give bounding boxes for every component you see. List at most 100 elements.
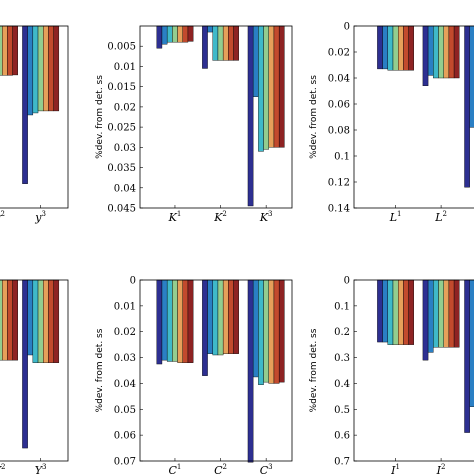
bar bbox=[387, 279, 394, 345]
bar bbox=[263, 25, 269, 150]
bar bbox=[377, 25, 383, 70]
bar bbox=[448, 279, 455, 348]
y-tick-label: 0.04 bbox=[114, 183, 136, 194]
y-tick-label: 0.02 bbox=[114, 327, 136, 338]
y-tick-label: 0.04 bbox=[114, 379, 136, 390]
bar bbox=[438, 25, 444, 79]
category-label: L2 bbox=[434, 210, 447, 224]
bar bbox=[166, 25, 173, 43]
bar bbox=[438, 279, 444, 348]
category-label-base: I bbox=[436, 464, 442, 474]
y-tick-label: 0.015 bbox=[107, 82, 136, 93]
bar bbox=[403, 279, 409, 345]
bar bbox=[247, 25, 254, 207]
bar bbox=[273, 279, 280, 384]
bar bbox=[212, 25, 219, 61]
bar bbox=[12, 25, 19, 76]
axes-frame bbox=[0, 25, 69, 209]
y-tick-label: 0.06 bbox=[114, 431, 136, 442]
category-label-sup: 1 bbox=[177, 210, 181, 218]
bar bbox=[427, 279, 434, 353]
bar bbox=[469, 25, 474, 128]
category-label-base: K bbox=[168, 211, 178, 224]
category-label-base: K bbox=[213, 211, 223, 224]
category-label: Y2 bbox=[0, 463, 5, 474]
bar bbox=[422, 279, 429, 361]
bar bbox=[0, 25, 3, 76]
bar bbox=[2, 279, 8, 361]
y-tick-label: 0.7 bbox=[334, 457, 350, 468]
category-label-sup: 2 bbox=[1, 463, 5, 471]
bar bbox=[53, 279, 60, 363]
bar bbox=[187, 279, 194, 363]
y-tick-label: 0.06 bbox=[328, 100, 350, 111]
category-label: C1 bbox=[169, 463, 182, 474]
y-tick-label: 0.025 bbox=[107, 123, 136, 134]
category-label: K1 bbox=[168, 210, 182, 224]
bar bbox=[156, 279, 163, 365]
panel-1: y2y3 bbox=[0, 25, 69, 224]
bar bbox=[252, 25, 259, 97]
bar bbox=[453, 279, 460, 348]
category-label-sup: 2 bbox=[443, 210, 447, 218]
y-axis-label: %dev. from det. ss bbox=[95, 328, 105, 412]
bar bbox=[222, 279, 229, 354]
bar bbox=[27, 279, 34, 356]
y-tick-label: 0.02 bbox=[114, 102, 136, 113]
category-label-base: L bbox=[434, 211, 442, 224]
bar bbox=[258, 279, 264, 385]
y-tick-label: 0.005 bbox=[107, 42, 136, 53]
axes-frame bbox=[139, 279, 293, 462]
bar bbox=[464, 279, 470, 433]
bar bbox=[408, 25, 415, 71]
y-tick-label: 0.03 bbox=[114, 353, 136, 364]
bar bbox=[278, 25, 285, 148]
category-label-sup: 3 bbox=[268, 210, 272, 218]
category-label-sup: 3 bbox=[42, 210, 46, 218]
bar bbox=[48, 25, 54, 112]
bar bbox=[278, 279, 285, 383]
bar bbox=[32, 279, 39, 363]
y-tick-label: 0.03 bbox=[114, 143, 136, 154]
y-tick-label: 0.08 bbox=[328, 126, 350, 137]
category-label-sup: 3 bbox=[42, 463, 46, 471]
bar bbox=[217, 25, 224, 61]
y-axis-label: %dev. from det. ss bbox=[309, 75, 319, 159]
bar bbox=[228, 279, 234, 354]
y-axis-label: %dev. from det. ss bbox=[95, 75, 105, 159]
category-label-sup: 3 bbox=[268, 463, 272, 471]
category-label: K2 bbox=[213, 210, 227, 224]
y-tick-label: 0.12 bbox=[328, 178, 350, 189]
y-tick-label: 0 bbox=[344, 276, 350, 287]
category-label-sup: 1 bbox=[397, 210, 401, 218]
y-tick-label: 0.3 bbox=[334, 353, 350, 364]
bar bbox=[182, 279, 189, 363]
category-label: C2 bbox=[214, 463, 227, 474]
bar bbox=[228, 25, 234, 61]
bar bbox=[398, 25, 404, 71]
category-label-sup: 2 bbox=[223, 463, 227, 471]
axes-frame bbox=[353, 279, 474, 462]
category-label: C3 bbox=[260, 463, 273, 474]
bar bbox=[43, 279, 49, 363]
bar bbox=[427, 25, 434, 76]
bar bbox=[161, 279, 168, 361]
axes-frame bbox=[353, 25, 474, 209]
bar bbox=[233, 25, 239, 61]
y-tick-label: 0.1 bbox=[334, 301, 350, 312]
y-tick-label: 0.045 bbox=[107, 204, 136, 215]
bar bbox=[422, 25, 429, 86]
category-label-sup: 1 bbox=[396, 463, 400, 471]
bar bbox=[268, 279, 275, 384]
y-tick-label: 0.14 bbox=[328, 204, 350, 215]
bar bbox=[53, 25, 60, 112]
y-tick-label: 0.05 bbox=[114, 405, 136, 416]
bar bbox=[448, 25, 455, 79]
bar bbox=[263, 279, 269, 383]
category-label-base: C bbox=[260, 464, 269, 474]
bar bbox=[433, 279, 439, 348]
panel-5: C1 C2 C300.010.020.030.040.050.060.07%dev.… bbox=[95, 276, 293, 474]
y-tick-label: 0.04 bbox=[328, 74, 350, 85]
